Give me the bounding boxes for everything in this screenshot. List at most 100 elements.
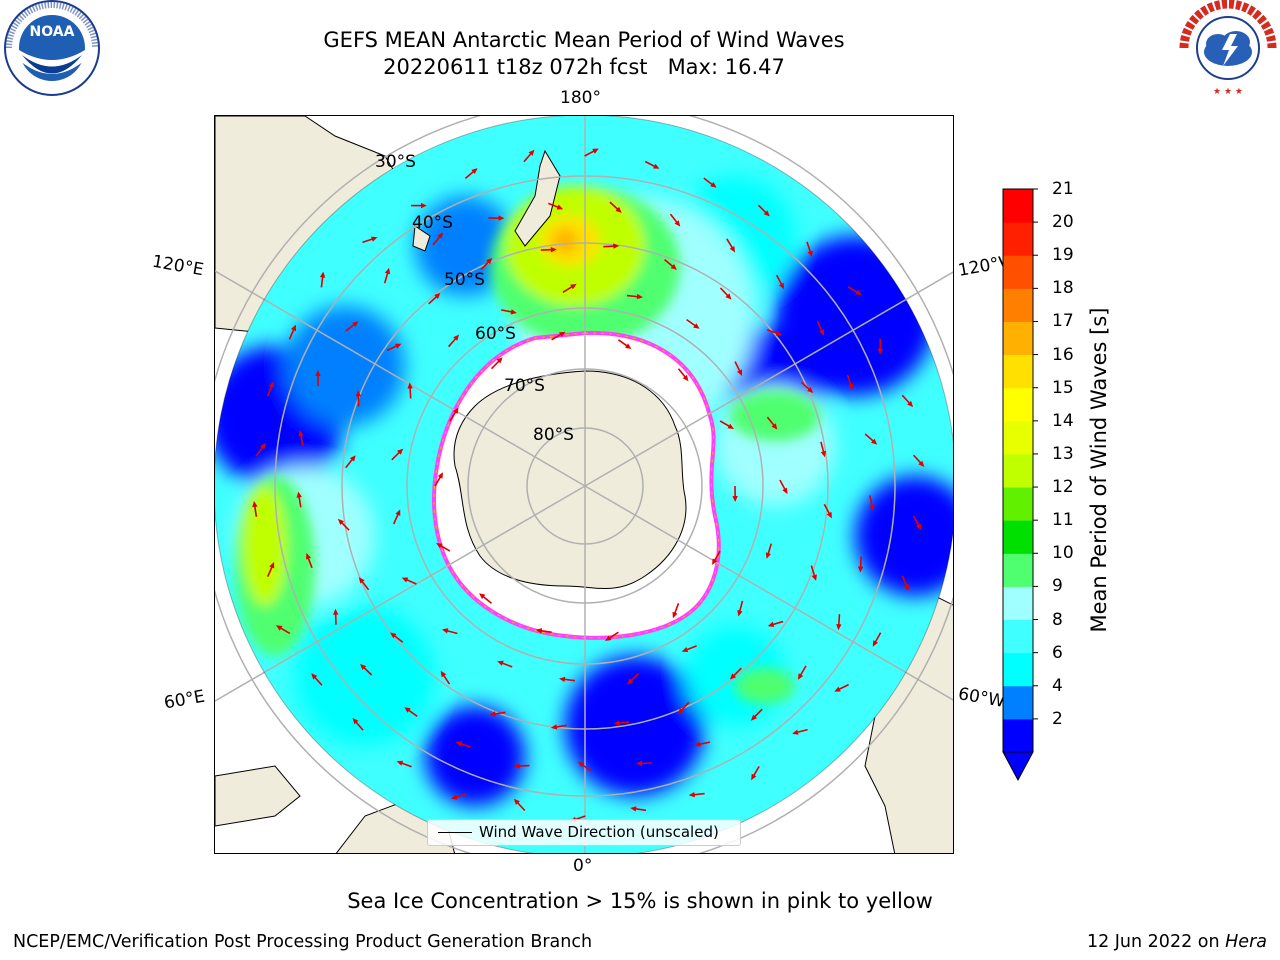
wave-arrow-head	[352, 321, 359, 327]
wave-arrow-head	[729, 673, 737, 680]
wave-arrow-head	[556, 204, 564, 210]
footer-credit: NCEP/EMC/Verification Post Processing Pr…	[13, 932, 593, 952]
wave-arrow-head	[421, 202, 427, 209]
wave-arrow-head	[436, 543, 443, 549]
colorbar-segment	[1003, 520, 1033, 554]
colorbar-segment	[1003, 685, 1033, 720]
wave-arrow-head	[559, 331, 566, 337]
wave-arrow-head	[437, 472, 444, 479]
wave-arrow-head	[498, 215, 505, 221]
wave-arrow-head	[729, 246, 736, 253]
wave-arrow-head	[710, 182, 717, 188]
wave-arrow-head	[360, 664, 367, 670]
wave-arrow-head	[670, 264, 677, 270]
wave-arrow-head	[395, 509, 401, 516]
wave-arrow-head	[636, 293, 643, 300]
wave-arrow-head	[737, 369, 743, 376]
wave-arrow-head	[479, 593, 486, 599]
wave-arrow-head	[486, 257, 493, 265]
wave-arrow-head	[834, 686, 841, 692]
nws-logo: ★ ★ ★	[1176, 0, 1280, 100]
wave-arrow-head	[259, 442, 266, 450]
wave-arrow-head	[434, 292, 441, 299]
wave-arrow-head	[615, 206, 622, 213]
wave-arrow-head	[625, 343, 632, 349]
wave-arrow-head	[384, 267, 391, 275]
polar-map	[214, 115, 954, 854]
wave-arrow-head	[681, 647, 689, 652]
wave-arrow-head	[763, 210, 770, 217]
wave-arrow-head	[371, 236, 378, 242]
wave-arrow-head	[613, 720, 620, 726]
wave-arrow-head	[751, 773, 757, 781]
footer-machine: Hera	[1225, 932, 1267, 952]
colorbar-tick-label: 16	[1052, 344, 1074, 365]
colorbar-tick-label: 18	[1052, 278, 1074, 299]
wave-arrow-head	[510, 309, 517, 315]
colorbar-tick-label: 17	[1052, 311, 1074, 332]
chart-title: GEFS MEAN Antarctic Mean Period of Wind …	[323, 28, 845, 52]
wave-arrow-head	[712, 558, 718, 565]
colorbar-tick-label: 2	[1052, 708, 1063, 729]
wave-arrow-head	[916, 523, 922, 531]
colorbar-segment	[1003, 487, 1033, 521]
wave-arrow-head	[792, 729, 799, 735]
colorbar-tick-label: 10	[1052, 543, 1074, 564]
wave-arrow-head	[352, 718, 359, 725]
footer-date: 12 Jun 2022 on Hera	[1087, 932, 1267, 952]
wave-arrow-head	[453, 407, 459, 414]
wave-arrow-head	[653, 163, 660, 169]
wave-arrow-head	[855, 289, 862, 296]
wave-arrow-head	[674, 220, 681, 227]
colorbar-segment	[1003, 255, 1033, 289]
colorbar-tick-label: 9	[1052, 576, 1063, 597]
wave-arrow-head	[471, 168, 478, 174]
lon-label-60e: 60°E	[162, 686, 207, 714]
chart-subtitle: 20220611 t18z 072h fcst Max: 16.47	[383, 55, 785, 79]
wave-arrow-head	[672, 611, 678, 619]
colorbar-segment	[1003, 189, 1033, 223]
wave-arrow-head	[489, 711, 496, 717]
wave-arrow-head	[306, 553, 311, 560]
colorbar-segment	[1003, 387, 1033, 422]
wave-arrow-head	[907, 400, 914, 408]
wave-arrow-head	[782, 487, 788, 495]
wave-arrow-head	[605, 635, 612, 641]
wave-arrow-head	[869, 504, 875, 512]
wave-arrow-head	[848, 383, 854, 391]
lat-label-60s: 60°S	[475, 324, 516, 344]
wave-arrow-head	[819, 329, 825, 336]
wave-arrow-head	[826, 511, 832, 519]
ice-note: Sea Ice Concentration > 15% is shown in …	[347, 889, 933, 913]
colorbar-segment	[1003, 420, 1033, 455]
wave-arrow-head	[535, 628, 543, 634]
footer-date-text: 12 Jun 2022 on	[1086, 932, 1226, 952]
wave-arrow-head	[682, 374, 689, 382]
lat-label-70s: 70°S	[504, 376, 545, 396]
lat-label-50s: 50°S	[444, 270, 485, 290]
colorbar-segment	[1003, 553, 1033, 587]
wave-arrow-head	[437, 232, 444, 239]
wave-arrow-head	[636, 760, 643, 766]
wave-arrow-head	[513, 798, 520, 805]
wave-arrow-head	[775, 330, 783, 336]
wave-arrow-head	[725, 293, 732, 300]
wave-arrow-head	[333, 608, 339, 615]
wave-arrow-head	[765, 552, 771, 559]
colorbar-segment	[1003, 586, 1033, 621]
lon-label-120e: 120°E	[150, 251, 206, 281]
lon-label-180: 180°	[560, 88, 601, 108]
wave-arrow-head	[872, 640, 878, 647]
wave-arrow-head	[296, 491, 302, 498]
svg-text:★ ★ ★: ★ ★ ★	[1213, 87, 1243, 97]
colorbar-tick-label: 14	[1052, 410, 1074, 431]
wave-arrow-head	[451, 794, 458, 800]
wave-arrow-head	[559, 676, 566, 682]
colorbar-tick-label: 21	[1052, 179, 1074, 199]
map-canvas	[215, 116, 953, 853]
wave-arrow-head	[694, 741, 701, 747]
wave-arrow-head	[440, 670, 447, 678]
wave-arrow-head	[771, 423, 778, 430]
wave-arrow-head	[453, 334, 460, 341]
lon-label-0: 0°	[573, 856, 593, 876]
